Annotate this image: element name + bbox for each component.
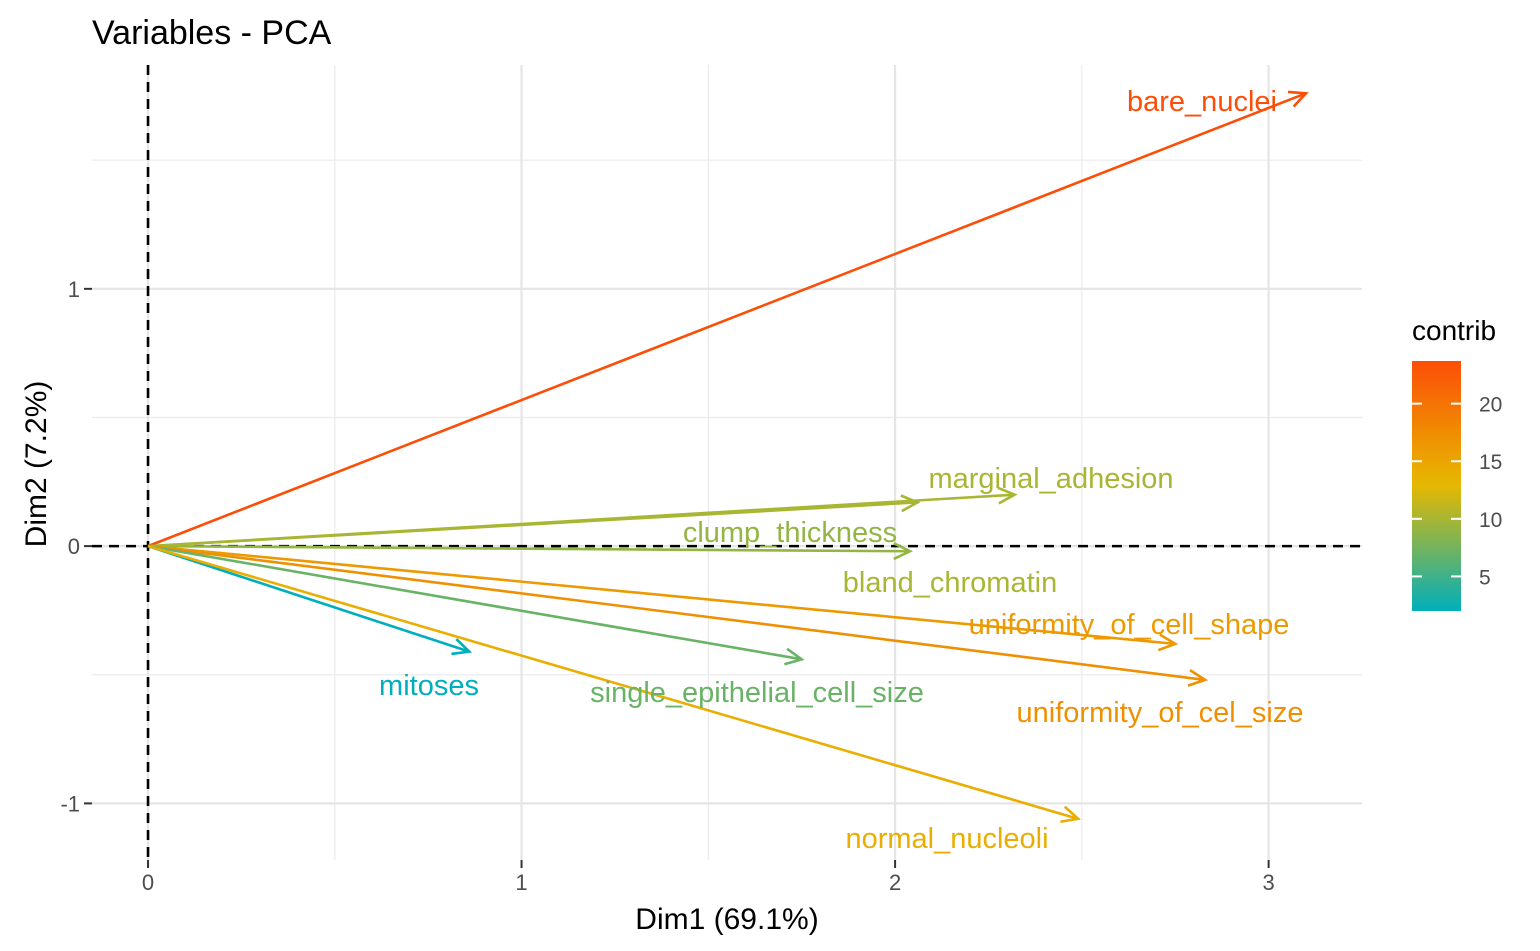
label-clump_thickness: clump_thickness (683, 517, 897, 549)
label-bland_chromatin: bland_chromatin (843, 567, 1057, 599)
y-tick-label: 0 (68, 534, 80, 559)
label-marginal_adhesion: marginal_adhesion (928, 463, 1173, 495)
arrow-mitoses (147, 544, 470, 653)
arrowhead-bare_nuclei (1287, 90, 1309, 108)
x-tick-label: 0 (142, 870, 154, 895)
arrowhead-mitoses (451, 638, 473, 656)
arrowhead-marginal_adhesion (997, 486, 1018, 505)
label-uniformity_of_cel_size: uniformity_of_cel_size (1017, 697, 1304, 729)
arrowhead-normal_nucleoli (1060, 805, 1081, 824)
y-tick-label: 1 (68, 277, 80, 302)
x-tick-label: 1 (515, 870, 527, 895)
legend-tick-label: 20 (1479, 394, 1502, 417)
arrow-bare_nuclei (147, 92, 1307, 548)
arrowhead-bland_chromatin (900, 494, 921, 513)
arrow-single_epithelial_cell_size (147, 544, 802, 661)
y-tick-label: -1 (60, 791, 80, 816)
y-axis-title: Dim2 (7.2%) (20, 381, 53, 548)
x-axis-title: Dim1 (69.1%) (635, 903, 818, 936)
arrow-clump_thickness (148, 544, 911, 553)
arrow-uniformity_of_cell_shape (147, 544, 1176, 646)
x-tick-label: 2 (889, 870, 901, 895)
legend-tick-label: 10 (1479, 509, 1502, 532)
arrow-uniformity_of_cel_size (147, 544, 1206, 682)
arrowhead-clump_thickness (893, 542, 914, 561)
arrowhead-uniformity_of_cel_size (1187, 669, 1209, 687)
chart-title: Variables - PCA (92, 14, 332, 52)
legend-tick-label: 15 (1479, 451, 1502, 474)
x-tick-label: 3 (1262, 870, 1274, 895)
label-single_epithelial_cell_size: single_epithelial_cell_size (590, 677, 924, 709)
legend-tick-label: 5 (1479, 566, 1491, 589)
label-mitoses: mitoses (379, 670, 479, 702)
arrowhead-single_epithelial_cell_size (784, 647, 805, 666)
label-bare_nuclei: bare_nuclei (1127, 86, 1277, 118)
arrow-normal_nucleoli (147, 544, 1079, 821)
label-uniformity_of_cell_shape: uniformity_of_cell_shape (969, 609, 1290, 641)
arrowhead-uniformity_of_cell_shape (1157, 633, 1179, 652)
legend-colorbar (1412, 361, 1461, 611)
arrow-bland_chromatin (147, 501, 918, 548)
legend-title: contrib (1412, 315, 1496, 346)
label-normal_nucleoli: normal_nucleoli (845, 823, 1048, 855)
